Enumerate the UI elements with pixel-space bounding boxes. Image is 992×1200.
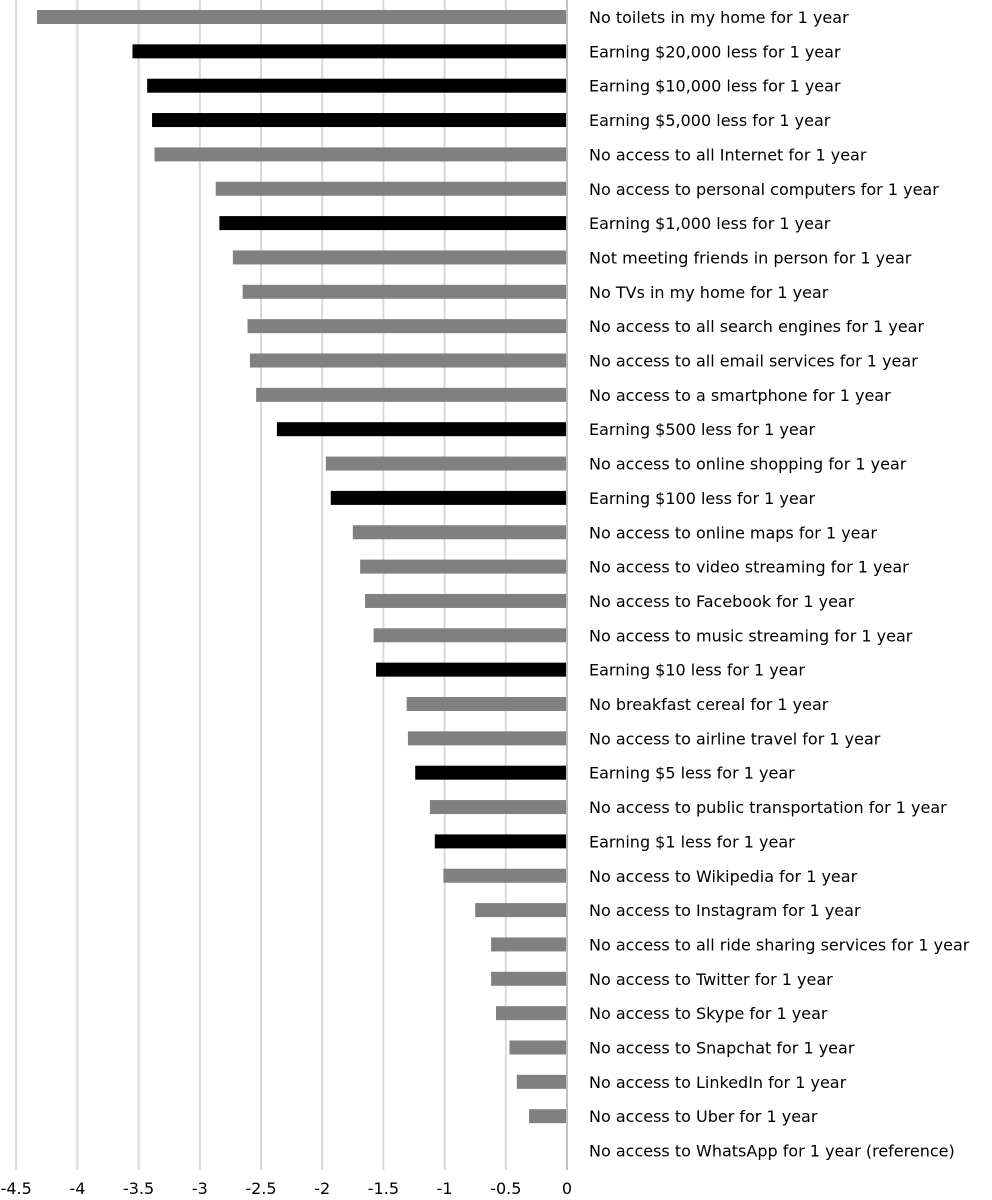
category-label: Earning $1 less for 1 year	[589, 832, 795, 851]
category-label: No access to Facebook for 1 year	[589, 592, 855, 611]
category-label: Not meeting friends in person for 1 year	[589, 248, 912, 267]
category-label: Earning $5,000 less for 1 year	[589, 111, 831, 130]
category-label: No access to online maps for 1 year	[589, 523, 877, 542]
bar	[242, 284, 567, 299]
bar	[147, 78, 567, 93]
bar	[360, 559, 567, 574]
bar	[325, 456, 567, 471]
category-label: No access to all search engines for 1 ye…	[589, 317, 924, 336]
category-label: Earning $10,000 less for 1 year	[589, 77, 841, 96]
category-label: No access to Twitter for 1 year	[589, 970, 833, 989]
bar	[491, 971, 567, 986]
category-label: Earning $1,000 less for 1 year	[589, 214, 831, 233]
x-tick-label: -3	[192, 1179, 208, 1198]
bar	[376, 662, 567, 677]
x-tick-label: 0	[562, 1179, 572, 1198]
bar	[152, 113, 567, 128]
x-axis-ticks: -4.5 -4 -3.5 -3 -2.5 -2 -1.5 -1 -0.5 0	[1, 1179, 573, 1198]
bar	[247, 319, 567, 334]
category-label: No access to all Internet for 1 year	[589, 145, 867, 164]
category-label: No access to music streaming for 1 year	[589, 626, 913, 645]
category-label: No access to personal computers for 1 ye…	[589, 180, 939, 199]
x-tick-label: -2.5	[245, 1179, 276, 1198]
category-label: Earning $100 less for 1 year	[589, 489, 816, 508]
bar	[429, 800, 567, 815]
category-label: Earning $10 less for 1 year	[589, 661, 805, 680]
category-label: No access to Wikipedia for 1 year	[589, 867, 858, 886]
bar	[529, 1109, 567, 1124]
bar	[373, 628, 567, 643]
category-label: No access to a smartphone for 1 year	[589, 386, 891, 405]
category-label: No access to all email services for 1 ye…	[589, 352, 918, 371]
bar	[491, 937, 567, 952]
bar	[276, 422, 567, 437]
bars	[37, 10, 568, 1124]
category-label: No access to all ride sharing services f…	[589, 935, 970, 954]
category-label: No access to online shopping for 1 year	[589, 455, 907, 474]
bar	[249, 353, 567, 368]
x-tick-label: -3.5	[123, 1179, 154, 1198]
bar	[256, 387, 567, 402]
bar	[219, 216, 567, 231]
category-label: No access to Uber for 1 year	[589, 1107, 818, 1126]
category-label: No access to Snapchat for 1 year	[589, 1039, 855, 1058]
bar	[475, 903, 567, 918]
bar	[232, 250, 567, 265]
bar	[496, 1006, 567, 1021]
x-tick-label: -1	[437, 1179, 453, 1198]
category-label: No access to video streaming for 1 year	[589, 558, 909, 577]
x-tick-label: -4.5	[1, 1179, 32, 1198]
category-label: No access to Skype for 1 year	[589, 1004, 828, 1023]
bar	[415, 765, 567, 780]
category-label: No breakfast cereal for 1 year	[589, 695, 829, 714]
bar	[132, 44, 568, 59]
bar	[154, 147, 567, 162]
bar	[330, 490, 567, 505]
bar	[37, 10, 568, 24]
x-tick-label: -1.5	[368, 1179, 399, 1198]
bar	[365, 593, 567, 608]
x-tick-label: -0.5	[490, 1179, 521, 1198]
category-label: Earning $500 less for 1 year	[589, 420, 816, 439]
bar	[434, 834, 567, 849]
category-label: No access to WhatsApp for 1 year (refere…	[589, 1142, 955, 1161]
category-labels: No toilets in my home for 1 year Earning …	[589, 8, 970, 1161]
category-label: Earning $20,000 less for 1 year	[589, 42, 841, 61]
x-tick-label: -2	[314, 1179, 330, 1198]
bar	[215, 181, 567, 196]
category-label: No access to Instagram for 1 year	[589, 901, 861, 920]
category-label: No toilets in my home for 1 year	[589, 8, 849, 27]
category-label: No access to airline travel for 1 year	[589, 729, 881, 748]
bar	[407, 731, 567, 746]
bar	[406, 697, 567, 711]
bar	[352, 525, 567, 540]
category-label: No access to public transportation for 1…	[589, 798, 947, 817]
bar	[443, 868, 567, 883]
x-tick-label: -4	[69, 1179, 85, 1198]
category-label: No access to LinkedIn for 1 year	[589, 1073, 847, 1092]
bar	[509, 1040, 567, 1055]
category-label: No TVs in my home for 1 year	[589, 283, 829, 302]
bar	[516, 1074, 567, 1089]
category-label: Earning $5 less for 1 year	[589, 764, 795, 783]
gridlines	[15, 0, 507, 1170]
